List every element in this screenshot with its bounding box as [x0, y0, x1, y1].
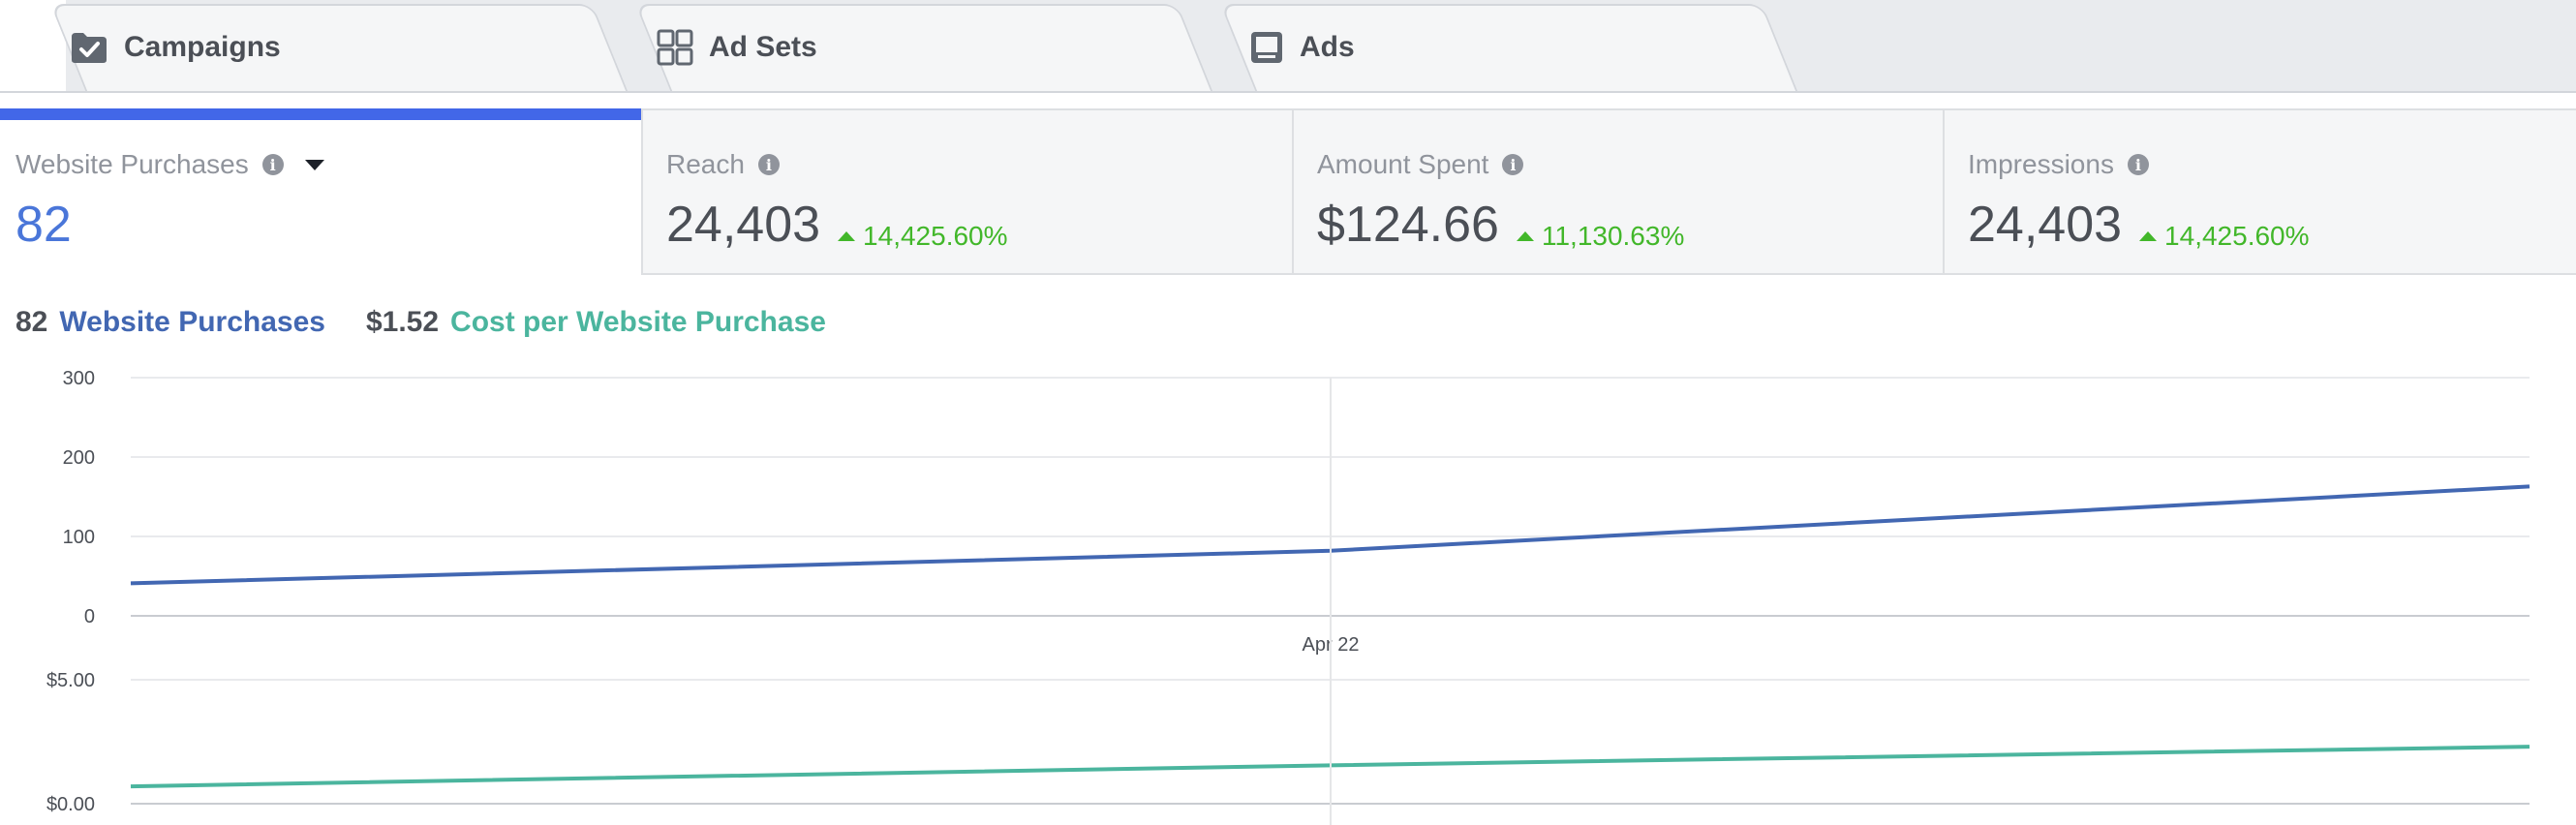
metric-card-reach[interactable]: Reach i 24,403 14,425.60%	[641, 108, 1292, 275]
metric-card-website-purchases[interactable]: Website Purchases i 82	[0, 108, 641, 275]
metric-value: 24,403	[1968, 197, 2123, 253]
metric-cards: Website Purchases i 82 Reach i 24,403 14…	[0, 108, 2576, 275]
dropdown-caret-icon[interactable]	[304, 159, 324, 170]
grid-icon	[657, 29, 693, 66]
info-icon[interactable]: i	[757, 154, 780, 175]
metric-label: Impressions	[1968, 149, 2114, 179]
folder-check-icon	[70, 31, 108, 64]
tab-campaigns-label: Campaigns	[124, 31, 281, 63]
metric-value: 24,403	[666, 197, 821, 253]
level-tab-bar: Campaigns Ad Sets Ads	[0, 0, 2576, 93]
y-tick-label: $5.00	[46, 670, 95, 691]
metric-change: 14,425.60%	[2139, 221, 2310, 252]
trend-up-icon	[2139, 231, 2158, 241]
cost-per-purchase-chart: $0.00 $5.00	[46, 670, 2530, 815]
metric-change-value: 14,425.60%	[863, 221, 1008, 251]
metric-value: $124.66	[1317, 197, 1499, 253]
tab-adsets[interactable]: Ad Sets	[657, 4, 817, 91]
tab-ads[interactable]: Ads	[1249, 4, 1355, 91]
info-icon[interactable]: i	[261, 154, 284, 175]
trend-up-icon	[838, 231, 856, 241]
summary-purchases-label[interactable]: Website Purchases	[59, 306, 325, 338]
y-tick-label: $0.00	[46, 794, 95, 815]
ad-screen-icon	[1249, 30, 1284, 65]
metric-label: Amount Spent	[1317, 149, 1489, 179]
metric-change: 11,130.63%	[1516, 221, 1685, 252]
y-tick-label: 0	[84, 606, 95, 627]
tab-divider	[0, 91, 2576, 93]
summary-cpp-value: $1.52	[365, 306, 440, 338]
metric-card-amount-spent[interactable]: Amount Spent i $124.66 11,130.63%	[1292, 108, 1943, 275]
y-tick-label: 300	[63, 368, 95, 389]
tab-campaigns[interactable]: Campaigns	[70, 4, 281, 91]
summary-cpp-label[interactable]: Cost per Website Purchase	[450, 306, 826, 338]
metric-value: 82	[15, 197, 72, 253]
metric-label: Reach	[666, 149, 745, 179]
y-tick-label: 100	[63, 527, 95, 548]
y-tick-label: 200	[63, 447, 95, 469]
metric-card-impressions[interactable]: Impressions i 24,403 14,425.60%	[1943, 108, 2576, 275]
chart-summary-legend: 82 Website Purchases $1.52 Cost per Webs…	[15, 306, 826, 339]
info-icon[interactable]: i	[1502, 154, 1524, 175]
trend-up-icon	[1516, 231, 1534, 241]
metric-label: Website Purchases	[15, 149, 249, 179]
summary-purchases-value: 82	[15, 306, 48, 338]
metric-change-value: 11,130.63%	[1541, 221, 1685, 251]
tab-adsets-label: Ad Sets	[709, 31, 817, 63]
metric-change-value: 14,425.60%	[2164, 221, 2310, 251]
info-icon[interactable]: i	[2127, 154, 2149, 175]
tab-ads-label: Ads	[1300, 31, 1355, 63]
metric-change: 14,425.60%	[838, 221, 1008, 252]
